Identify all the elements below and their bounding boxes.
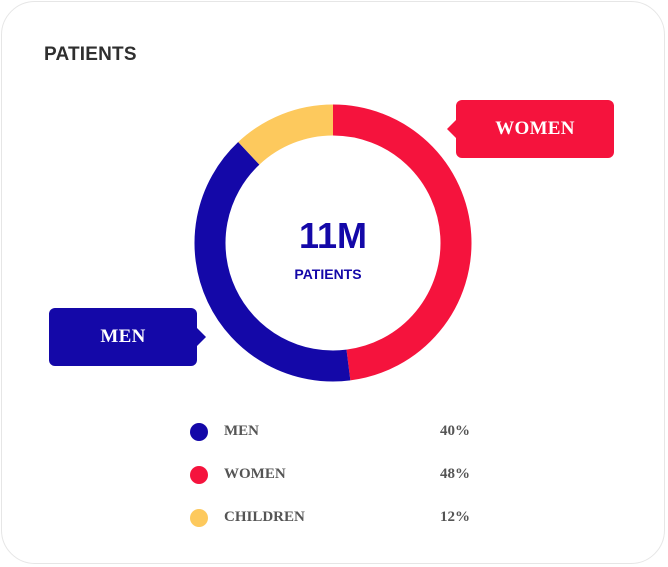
legend-item-men: MEN 40% (190, 410, 490, 453)
men-slice (194, 142, 351, 382)
women-slice (332, 104, 472, 381)
legend-dot-children (190, 508, 208, 527)
legend-item-women: WOMEN 48% (190, 453, 490, 496)
men-callout-label: MEN (100, 326, 146, 347)
legend-value: 40% (440, 423, 470, 439)
children-slice (238, 104, 334, 165)
legend-label: CHILDREN (224, 509, 305, 525)
legend-value: 48% (440, 466, 470, 482)
men-callout: MEN (49, 308, 206, 366)
legend-value: 12% (440, 509, 470, 525)
women-callout-label: WOMEN (495, 118, 575, 139)
legend-label: MEN (224, 423, 259, 439)
center-label: PATIENTS (294, 266, 361, 282)
legend-dot-women (190, 465, 208, 484)
center-value: 11M (299, 215, 367, 256)
legend-item-children: CHILDREN 12% (190, 496, 490, 539)
legend-label: WOMEN (224, 466, 286, 482)
women-callout: WOMEN (447, 100, 614, 158)
legend: MEN 40% WOMEN 48% CHILDREN 12% (190, 410, 490, 539)
legend-dot-men (190, 422, 208, 441)
card-title: PATIENTS (44, 44, 137, 65)
